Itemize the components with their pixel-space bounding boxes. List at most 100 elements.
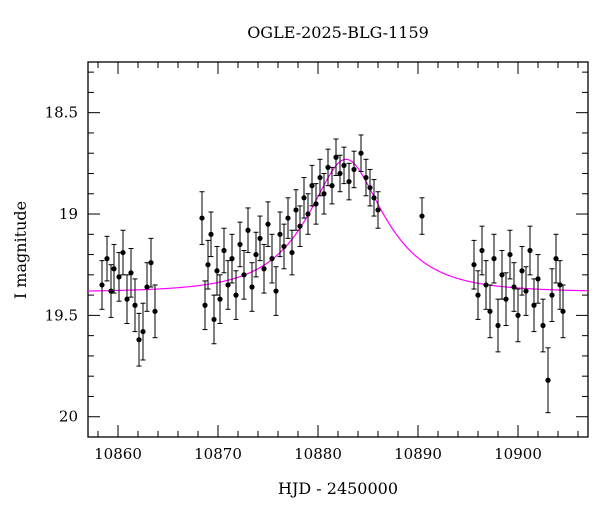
- point-marker: [199, 215, 205, 221]
- data-point: [491, 233, 497, 284]
- data-point: [346, 162, 352, 201]
- data-point: [99, 260, 105, 310]
- point-marker: [479, 247, 485, 254]
- data-point: [237, 221, 243, 268]
- point-marker: [553, 256, 559, 262]
- point-marker: [225, 282, 231, 288]
- data-point: [293, 189, 299, 231]
- data-point: [261, 243, 267, 294]
- data-point: [245, 207, 251, 254]
- point-marker: [523, 288, 529, 294]
- y-tick-label: 18.5: [45, 104, 78, 122]
- point-marker: [375, 207, 381, 213]
- data-point: [358, 134, 364, 172]
- data-point: [419, 197, 425, 235]
- data-point: [273, 266, 279, 316]
- data-point: [479, 225, 485, 276]
- point-marker: [321, 191, 327, 197]
- data-point: [136, 312, 142, 367]
- x-tick-label: 10860: [94, 445, 142, 463]
- data-point: [217, 274, 223, 324]
- data-point: [297, 205, 303, 247]
- data-point: [140, 302, 146, 361]
- data-point: [285, 197, 291, 239]
- point-marker: [341, 162, 347, 168]
- data-point: [253, 231, 259, 278]
- tick-labels: 10860 10870 10880 10890 10900 18.5 19 19.5 20: [45, 104, 542, 463]
- point-marker: [120, 249, 126, 256]
- point-marker: [419, 213, 425, 219]
- point-marker: [241, 272, 247, 278]
- point-marker: [257, 235, 263, 241]
- point-marker: [337, 170, 343, 177]
- point-marker: [325, 164, 331, 171]
- point-marker: [549, 292, 555, 298]
- point-marker: [99, 282, 105, 288]
- point-marker: [217, 296, 223, 302]
- data-point: [152, 284, 158, 339]
- data-point: [367, 168, 373, 207]
- data-point: [309, 164, 315, 207]
- data-point: [515, 288, 521, 343]
- data-point: [535, 254, 541, 304]
- x-axis-title: HJD - 2450000: [278, 479, 398, 498]
- data-point: [221, 227, 227, 274]
- y-tick-label: 19.5: [45, 306, 78, 324]
- point-marker: [371, 195, 377, 201]
- data-point: [371, 179, 377, 217]
- point-marker: [148, 260, 154, 266]
- point-marker: [269, 256, 275, 262]
- point-marker: [346, 178, 352, 185]
- point-marker: [265, 221, 271, 227]
- y-tick-label: 19: [59, 205, 78, 223]
- data-point: [305, 193, 311, 235]
- data-point: [321, 172, 327, 215]
- point-marker: [540, 322, 546, 329]
- data-point: [208, 211, 214, 258]
- data-point: [301, 177, 307, 219]
- point-marker: [202, 302, 208, 308]
- point-marker: [237, 241, 243, 248]
- point-marker: [487, 308, 493, 314]
- point-marker: [233, 292, 239, 298]
- data-point: [269, 233, 275, 284]
- data-point: [341, 146, 347, 185]
- data-point: [333, 138, 339, 177]
- data-point: [277, 211, 283, 258]
- point-marker: [333, 154, 339, 160]
- model-curve: [87, 158, 589, 292]
- data-point: [363, 158, 369, 197]
- data-point: [475, 270, 481, 320]
- data-point: [337, 154, 343, 193]
- point-marker: [499, 272, 505, 278]
- point-marker: [281, 243, 287, 250]
- point-marker: [309, 183, 315, 189]
- data-point: [108, 264, 114, 318]
- data-point: [487, 284, 493, 339]
- point-marker: [261, 266, 267, 272]
- data-point: [523, 266, 529, 316]
- data-point: [265, 201, 271, 247]
- point-marker: [128, 270, 134, 276]
- point-marker: [507, 251, 513, 258]
- data-point: [229, 233, 235, 284]
- point-marker: [144, 284, 150, 290]
- point-marker: [116, 274, 122, 280]
- data-point: [519, 245, 525, 296]
- data-point: [111, 243, 117, 294]
- data-point: [257, 215, 263, 262]
- point-marker: [545, 377, 551, 383]
- point-marker: [358, 150, 364, 156]
- data-point: [225, 260, 231, 310]
- point-marker: [285, 215, 291, 221]
- point-marker: [104, 256, 110, 262]
- plot-frame: [87, 61, 589, 438]
- point-marker: [491, 256, 497, 262]
- data-point: [549, 268, 555, 322]
- point-marker: [317, 174, 323, 181]
- data-point: [503, 272, 509, 327]
- point-marker: [503, 296, 509, 302]
- data-point: [124, 274, 130, 324]
- x-tick-label: 10890: [394, 445, 442, 463]
